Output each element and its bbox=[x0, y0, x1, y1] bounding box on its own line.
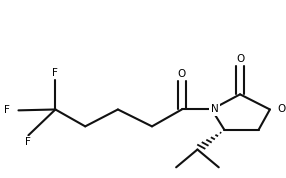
Text: F: F bbox=[4, 105, 10, 115]
Text: O: O bbox=[236, 54, 244, 64]
Text: F: F bbox=[52, 68, 58, 78]
Text: F: F bbox=[25, 137, 31, 147]
Text: O: O bbox=[178, 69, 186, 79]
Text: N: N bbox=[210, 104, 219, 114]
Text: O: O bbox=[277, 104, 285, 114]
